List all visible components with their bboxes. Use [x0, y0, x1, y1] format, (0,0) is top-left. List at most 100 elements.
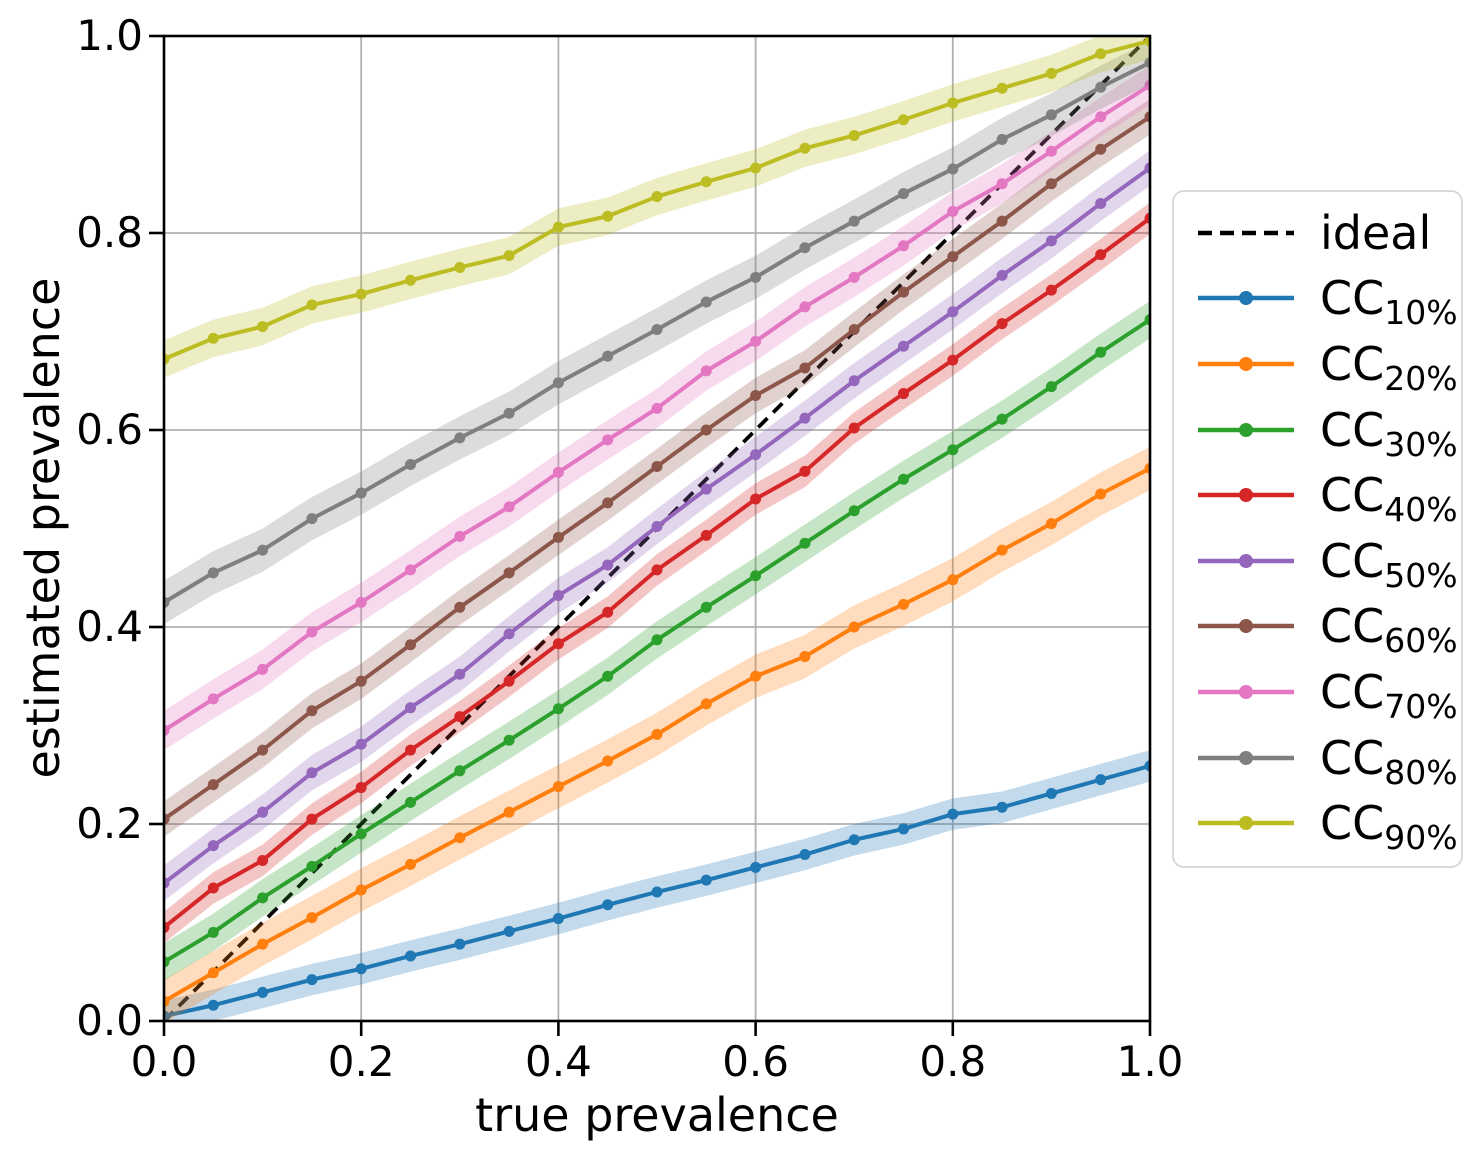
marker-cc-90: [257, 321, 269, 333]
series-markers-cc-30: [164, 314, 1150, 968]
plot-border: [162, 34, 1152, 1023]
marker-cc-10: [355, 963, 367, 975]
marker-cc-50: [164, 877, 170, 889]
legend-line-sample: [1198, 356, 1294, 371]
marker-cc-20: [750, 670, 762, 682]
marker-cc-50: [503, 628, 515, 640]
y-axis-label: estimated prevalence: [16, 277, 70, 779]
marker-cc-70: [355, 596, 367, 608]
marker-cc-30: [552, 703, 564, 715]
marker-cc-60: [1144, 111, 1150, 123]
marker-cc-30: [405, 796, 416, 808]
marker-cc-80: [848, 215, 860, 227]
marker-cc-80: [257, 544, 269, 556]
marker-cc-10: [454, 938, 466, 950]
marker-cc-20: [306, 912, 318, 924]
marker-cc-40: [898, 388, 909, 400]
marker-cc-60: [306, 705, 318, 717]
legend-entry-cc-90: CC90%: [1174, 792, 1461, 854]
marker-cc-60: [257, 744, 269, 756]
legend-line-sample: [1198, 553, 1294, 568]
marker-cc-10: [750, 861, 762, 873]
marker-cc-80: [898, 188, 909, 200]
marker-cc-50: [306, 767, 318, 779]
marker-cc-30: [1144, 314, 1150, 326]
marker-cc-20: [355, 884, 367, 896]
x-tick-label: 0.6: [722, 1037, 789, 1086]
y-tick-label: 0.6: [76, 405, 143, 454]
legend-line-sample: [1198, 816, 1294, 831]
marker-cc-40: [552, 638, 564, 650]
marker-cc-60: [552, 531, 564, 543]
marker-cc-70: [1144, 79, 1150, 91]
marker-cc-70: [405, 564, 416, 576]
marker-cc-30: [898, 473, 909, 485]
y-tick-label: 1.0: [76, 11, 143, 60]
marker-cc-40: [503, 675, 515, 687]
legend-dashed-line-sample: [1198, 230, 1294, 235]
marker-cc-50: [602, 559, 614, 571]
marker-cc-90: [602, 210, 614, 222]
marker-cc-60: [947, 251, 959, 263]
marker-cc-90: [1095, 48, 1107, 60]
legend: ideal CC10% CC20% CC30% CC40% CC50% CC60% CC70%…: [1172, 190, 1463, 868]
marker-cc-90: [1045, 67, 1057, 79]
x-tick-label: 1.0: [1116, 1037, 1184, 1086]
marker-cc-40: [405, 744, 416, 756]
marker-cc-80: [306, 513, 318, 525]
marker-cc-50: [799, 412, 811, 424]
marker-cc-10: [602, 899, 614, 911]
marker-cc-40: [1045, 284, 1057, 296]
legend-entry-cc-80: CC80%: [1174, 727, 1461, 789]
marker-cc-10: [503, 925, 515, 937]
series-markers-cc-40: [164, 212, 1150, 933]
marker-cc-20: [207, 967, 219, 979]
marker-cc-50: [700, 483, 712, 495]
marker-cc-60: [503, 567, 515, 579]
x-tick-label: 0.4: [524, 1037, 592, 1086]
marker-cc-60: [207, 779, 219, 791]
marker-cc-80: [1095, 81, 1107, 93]
marker-cc-20: [1095, 488, 1107, 500]
marker-cc-50: [257, 806, 269, 818]
marker-cc-20: [799, 651, 811, 663]
marker-cc-10: [848, 834, 860, 846]
marker-cc-40: [848, 422, 860, 434]
marker-cc-20: [552, 781, 564, 793]
legend-entry-ideal: ideal: [1174, 202, 1461, 264]
marker-cc-70: [503, 501, 515, 513]
marker-cc-90: [799, 142, 811, 154]
legend-label: ideal: [1320, 205, 1432, 260]
marker-cc-50: [848, 375, 860, 387]
legend-entry-cc-70: CC70%: [1174, 661, 1461, 723]
marker-cc-10: [996, 801, 1008, 813]
marker-cc-30: [207, 926, 219, 938]
x-axis-label: true prevalence: [475, 1088, 839, 1142]
marker-cc-70: [1045, 145, 1057, 157]
marker-cc-60: [454, 601, 466, 613]
marker-cc-30: [750, 570, 762, 582]
marker-cc-30: [799, 537, 811, 549]
marker-cc-50: [355, 738, 367, 750]
marker-cc-40: [1144, 212, 1150, 224]
marker-cc-90: [1144, 36, 1150, 47]
marker-cc-30: [164, 956, 170, 968]
marker-cc-20: [405, 858, 416, 870]
marker-cc-10: [947, 808, 959, 820]
marker-cc-20: [1045, 518, 1057, 530]
marker-cc-50: [405, 702, 416, 714]
marker-cc-60: [898, 286, 909, 298]
marker-cc-60: [700, 424, 712, 436]
legend-label: CC60%: [1320, 599, 1458, 661]
legend-entry-cc-20: CC20%: [1174, 333, 1461, 395]
marker-cc-80: [1144, 57, 1150, 69]
marker-cc-40: [207, 882, 219, 894]
marker-cc-80: [947, 163, 959, 175]
marker-cc-20: [454, 832, 466, 844]
marker-cc-30: [257, 892, 269, 904]
legend-entry-cc-50: CC50%: [1174, 530, 1461, 592]
marker-cc-90: [700, 176, 712, 188]
marker-cc-20: [503, 806, 515, 818]
